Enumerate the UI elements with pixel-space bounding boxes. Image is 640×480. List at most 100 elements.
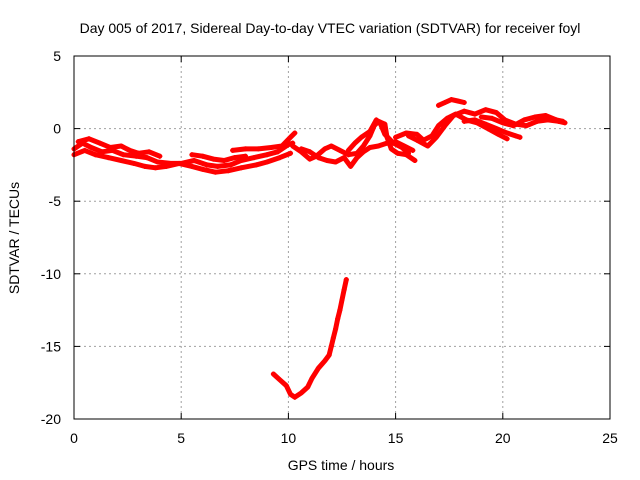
data-point <box>131 160 137 166</box>
data-point <box>534 118 540 124</box>
data-point <box>560 118 566 124</box>
data-point <box>442 123 448 129</box>
data-point <box>210 156 216 162</box>
data-point <box>390 140 396 146</box>
data-track <box>189 152 248 163</box>
data-point <box>410 147 416 153</box>
data-point <box>461 108 467 114</box>
data-point <box>97 140 103 146</box>
data-point <box>382 131 388 137</box>
data-point <box>157 153 163 159</box>
data-point <box>176 160 182 166</box>
data-point <box>328 143 334 149</box>
y-tick-label: 0 <box>53 121 61 137</box>
data-point <box>337 307 343 313</box>
data-point <box>305 384 311 390</box>
data-series <box>71 97 568 400</box>
data-point <box>478 114 484 120</box>
grid <box>74 56 610 419</box>
data-point <box>489 115 495 121</box>
data-point <box>324 158 330 164</box>
data-point <box>270 371 276 377</box>
data-point <box>135 150 141 156</box>
data-point <box>326 352 332 358</box>
data-point <box>493 110 499 116</box>
data-point <box>335 316 341 322</box>
y-tick-label: -20 <box>41 411 61 427</box>
data-point <box>341 287 347 293</box>
data-point <box>448 97 454 103</box>
data-point <box>543 113 549 119</box>
data-point <box>99 149 105 155</box>
data-point <box>345 152 351 158</box>
data-point <box>367 144 373 150</box>
data-point <box>348 163 354 169</box>
data-point <box>105 155 111 161</box>
data-point <box>405 150 411 156</box>
data-point <box>517 134 523 140</box>
ticks: 0 5 10 15 20 25 5 0 -5 -10 -15 -20 <box>41 48 618 446</box>
data-point <box>268 144 274 150</box>
data-point <box>277 377 283 383</box>
data-point <box>399 144 405 150</box>
data-point <box>118 143 124 149</box>
data-point <box>238 165 244 171</box>
chart-title: Day 005 of 2017, Sidereal Day-to-day VTE… <box>80 20 581 36</box>
data-point <box>228 162 234 168</box>
data-point <box>405 133 411 139</box>
data-point <box>352 140 358 146</box>
x-axis-title: GPS time / hours <box>288 457 395 473</box>
data-point <box>279 143 285 149</box>
data-point <box>230 147 236 153</box>
data-point <box>225 168 231 174</box>
data-point <box>213 169 219 175</box>
data-point <box>315 365 321 371</box>
data-point <box>345 147 351 153</box>
data-point <box>120 152 126 158</box>
data-point <box>315 155 321 161</box>
x-tick-label: 20 <box>495 430 511 446</box>
data-point <box>191 158 197 164</box>
data-point <box>189 163 195 169</box>
data-point <box>264 152 270 158</box>
data-point <box>118 158 124 164</box>
data-point <box>511 123 517 129</box>
data-point <box>414 131 420 137</box>
data-point <box>328 343 334 349</box>
data-point <box>307 156 313 162</box>
data-point <box>395 150 401 156</box>
data-point <box>298 390 304 396</box>
data-point <box>375 143 381 149</box>
data-point <box>442 99 448 105</box>
data-point <box>283 383 289 389</box>
data-point <box>127 147 133 153</box>
data-point <box>523 123 529 129</box>
data-point <box>378 121 384 127</box>
data-point <box>322 358 328 364</box>
data-point <box>277 155 283 161</box>
data-point <box>333 326 339 332</box>
data-point <box>88 144 94 150</box>
data-point <box>504 136 510 142</box>
y-tick-label: -15 <box>41 338 61 354</box>
data-point <box>339 297 345 303</box>
data-point <box>433 134 439 140</box>
x-tick-label: 0 <box>70 430 78 446</box>
x-tick-label: 25 <box>602 430 618 446</box>
y-tick-label: 5 <box>53 48 61 64</box>
data-point <box>253 162 259 168</box>
data-point <box>163 163 169 169</box>
data-point <box>496 131 502 137</box>
data-point <box>483 107 489 113</box>
data-point <box>330 335 336 341</box>
data-point <box>455 98 461 104</box>
data-point <box>472 117 478 123</box>
data-point <box>251 155 257 161</box>
data-point <box>532 114 538 120</box>
y-tick-label: -5 <box>49 193 62 209</box>
data-point <box>384 140 390 146</box>
data-point <box>204 162 210 168</box>
data-point <box>373 117 379 123</box>
data-point <box>92 152 98 158</box>
data-point <box>221 158 227 164</box>
